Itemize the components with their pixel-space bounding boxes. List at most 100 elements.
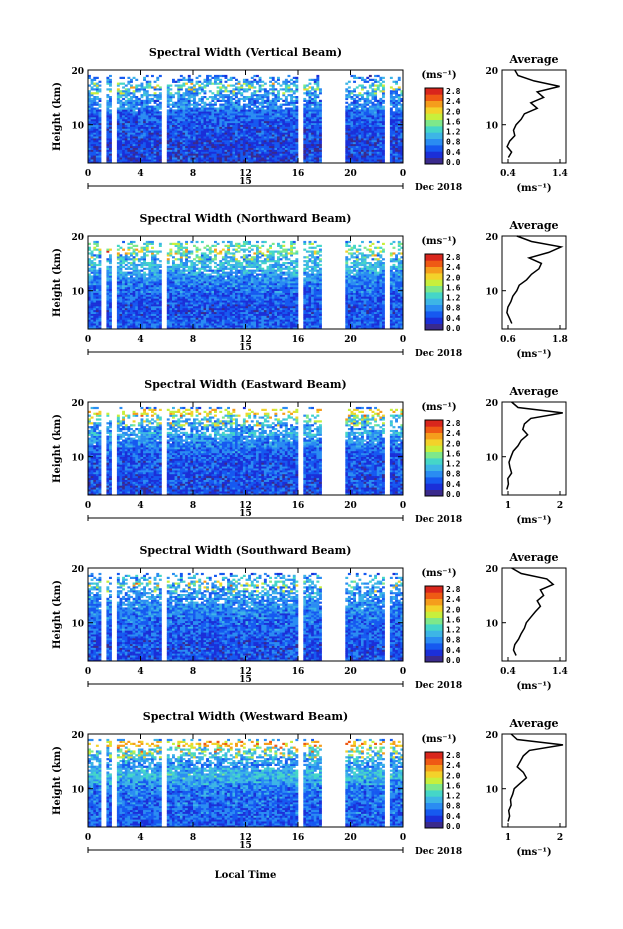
- heatmap-cell: [316, 119, 320, 122]
- heatmap-cell: [203, 109, 207, 112]
- heatmap-cell: [277, 126, 280, 129]
- heatmap-cell: [371, 122, 375, 125]
- heatmap-cell: [229, 84, 233, 87]
- heatmap-cell: [179, 103, 183, 106]
- heatmap-cell: [193, 99, 196, 102]
- heatmap-cell: [235, 94, 238, 97]
- heatmap-cell: [130, 325, 133, 328]
- heatmap-cell: [156, 113, 160, 116]
- heatmap-cell: [140, 141, 144, 145]
- heatmap-cell: [151, 157, 154, 160]
- heatmap-cell: [379, 132, 383, 135]
- heatmap-cell: [130, 286, 133, 290]
- heatmap-cell: [363, 147, 367, 150]
- heatmap-cell: [98, 286, 102, 290]
- heatmap-cell: [271, 147, 275, 150]
- heatmap-cell: [95, 88, 99, 91]
- heatmap-cell: [130, 105, 133, 108]
- heatmap-cell: [266, 130, 270, 133]
- heatmap-cell: [190, 96, 194, 99]
- heatmap-cell: [98, 304, 102, 307]
- heatmap-cell: [130, 80, 133, 83]
- heatmap-cell: [158, 132, 162, 135]
- heatmap-cell: [305, 151, 309, 154]
- heatmap-cell: [290, 90, 293, 93]
- heatmap-cell: [389, 153, 393, 156]
- heatmap-cell: [305, 99, 309, 102]
- heatmap-cell: [140, 262, 144, 265]
- heatmap-cell: [368, 136, 372, 139]
- heatmap-cell: [151, 315, 154, 318]
- heatmap-cell: [145, 300, 149, 303]
- heatmap-cell: [308, 109, 312, 112]
- heatmap-cell: [151, 292, 154, 295]
- heatmap-cell: [203, 119, 207, 122]
- heatmap-cell: [206, 140, 209, 143]
- heatmap-cell: [169, 159, 173, 162]
- heatmap-cell: [363, 126, 367, 129]
- heatmap-cell: [158, 138, 162, 141]
- heatmap-cell: [172, 159, 175, 162]
- heatmap-cell: [153, 279, 157, 282]
- heatmap-cell: [240, 130, 244, 133]
- heatmap-cell: [256, 138, 259, 141]
- heatmap-cell: [148, 275, 152, 278]
- heatmap-cell: [224, 94, 228, 97]
- heatmap-cell: [221, 153, 225, 156]
- heatmap-cell: [88, 92, 91, 95]
- heatmap-cell: [95, 145, 99, 148]
- heatmap-cell: [274, 109, 278, 112]
- heatmap-cell: [95, 288, 99, 291]
- heatmap-cell: [88, 246, 91, 249]
- heatmap-cell: [250, 80, 254, 83]
- heatmap-cell: [182, 78, 186, 81]
- heatmap-cell: [224, 145, 228, 148]
- heatmap-cell: [232, 107, 236, 110]
- heatmap-cell: [240, 138, 244, 141]
- heatmap-cell: [179, 138, 183, 141]
- heatmap-cell: [395, 101, 398, 104]
- heatmap-cell: [400, 103, 404, 106]
- heatmap-cell: [211, 82, 215, 85]
- heatmap-cell: [179, 109, 183, 112]
- heatmap-cell: [172, 122, 175, 125]
- heatmap-cell: [361, 105, 364, 108]
- heatmap-cell: [106, 141, 110, 145]
- heatmap-cell: [295, 130, 299, 133]
- heatmap-cell: [145, 94, 149, 97]
- heatmap-cell: [158, 281, 162, 284]
- heatmap-cell: [261, 94, 265, 97]
- heatmap-cell: [140, 147, 144, 150]
- heatmap-cell: [400, 115, 404, 118]
- heatmap-cell: [368, 107, 372, 110]
- heatmap-cell: [256, 145, 259, 148]
- heatmap-cell: [269, 140, 272, 143]
- heatmap-cell: [95, 242, 99, 245]
- heatmap-cell: [172, 96, 175, 99]
- heatmap-cell: [206, 119, 209, 122]
- heatmap-cell: [355, 140, 359, 143]
- heatmap-cell: [355, 143, 359, 147]
- heatmap-cell: [368, 145, 372, 148]
- heatmap-cell: [208, 141, 212, 145]
- heatmap-cell: [106, 78, 110, 81]
- heatmap-cell: [95, 111, 99, 114]
- heatmap-cell: [361, 94, 364, 97]
- heatmap-cell: [240, 155, 244, 158]
- heatmap-cell: [98, 306, 102, 309]
- heatmap-cell: [90, 147, 94, 150]
- heatmap-cell: [203, 111, 207, 114]
- heatmap-cell: [206, 115, 209, 118]
- heatmap-cell: [177, 145, 181, 148]
- heatmap-cell: [235, 136, 238, 139]
- heatmap-cell: [195, 122, 199, 125]
- heatmap-cell: [124, 294, 128, 297]
- heatmap-cell: [216, 149, 220, 152]
- heatmap-cell: [116, 115, 120, 118]
- heatmap-cell: [368, 120, 372, 124]
- heatmap-cell: [240, 111, 244, 114]
- heatmap-cell: [355, 159, 359, 162]
- heatmap-cell: [355, 151, 359, 154]
- heatmap-cell: [116, 288, 120, 291]
- heatmap-cell: [156, 258, 160, 261]
